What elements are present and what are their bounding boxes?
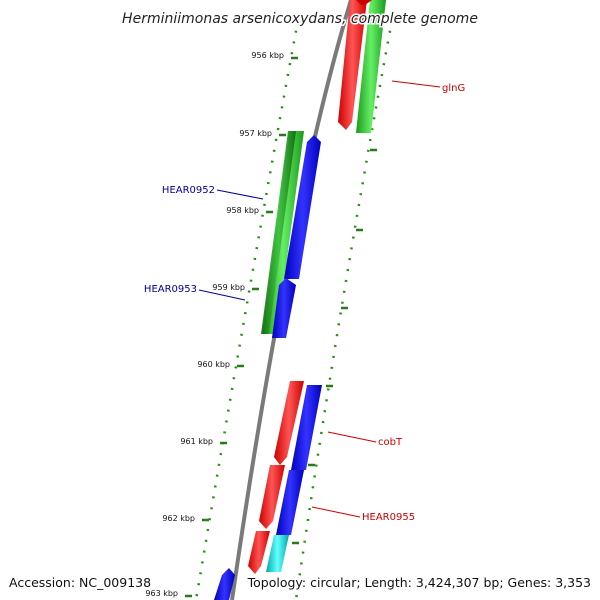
gene-feature-blue[interactable] bbox=[291, 385, 322, 470]
kbp-label: 956 kbp bbox=[251, 51, 284, 60]
gene-feature-green[interactable] bbox=[356, 0, 386, 133]
map-title: Herminiimonas arsenicoxydans, complete g… bbox=[122, 11, 478, 27]
accession-text: Accession: NC_009138 bbox=[9, 575, 151, 590]
kbp-label: 963 kbp bbox=[145, 589, 178, 598]
outer-ticks bbox=[292, 148, 377, 545]
leader-HEAR0952 bbox=[216, 189, 264, 200]
gene-label-HEAR0953[interactable]: HEAR0953 bbox=[144, 284, 197, 295]
gene-features bbox=[214, 0, 386, 600]
kbp-ticks bbox=[185, 56, 298, 598]
kbp-label: 957 kbp bbox=[239, 129, 272, 138]
gene-feature-blue[interactable] bbox=[276, 470, 304, 535]
kbp-label: 959 kbp bbox=[212, 283, 245, 292]
gene-feature-red[interactable] bbox=[274, 381, 304, 465]
gene-label-HEAR0955[interactable]: HEAR0955 bbox=[362, 512, 415, 523]
gene-label-cobT[interactable]: cobT bbox=[378, 437, 403, 448]
kbp-labels: 956 kbp 957 kbp 958 kbp 959 kbp 960 kbp … bbox=[145, 51, 284, 598]
gene-label-glnG[interactable]: glnG bbox=[442, 83, 465, 94]
gene-feature-dark-green[interactable] bbox=[261, 131, 296, 334]
leader-glnG bbox=[391, 80, 441, 88]
leader-HEAR0955 bbox=[311, 506, 361, 518]
gene-feature-blue[interactable] bbox=[272, 278, 296, 338]
leader-HEAR0953 bbox=[198, 289, 246, 301]
gene-feature-red[interactable] bbox=[248, 531, 270, 574]
kbp-label: 962 kbp bbox=[162, 514, 195, 523]
gene-leaders bbox=[198, 80, 441, 518]
gene-label-HEAR0952[interactable]: HEAR0952 bbox=[162, 185, 215, 196]
gene-feature-red-tip[interactable] bbox=[356, 0, 372, 5]
kbp-label: 958 kbp bbox=[226, 206, 259, 215]
kbp-label: 961 kbp bbox=[180, 437, 213, 446]
gene-labels: glnG HEAR0952 HEAR0953 cobT HEAR0955 bbox=[144, 83, 465, 523]
topology-text: Topology: circular; Length: 3,424,307 bp… bbox=[247, 575, 591, 590]
kbp-label: 960 kbp bbox=[197, 360, 230, 369]
gene-feature-red[interactable] bbox=[338, 0, 367, 130]
gene-feature-cyan[interactable] bbox=[266, 535, 289, 572]
gene-feature-blue[interactable] bbox=[284, 135, 321, 279]
leader-cobT bbox=[327, 431, 377, 443]
gene-feature-red[interactable] bbox=[259, 465, 285, 529]
gene-feature-blue[interactable] bbox=[214, 568, 235, 600]
